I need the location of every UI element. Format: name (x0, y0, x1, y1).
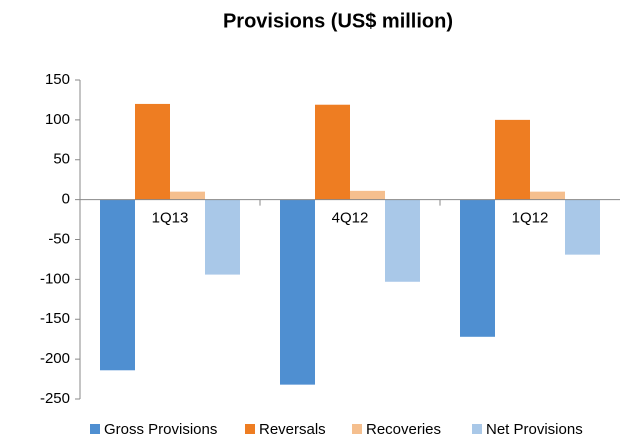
x-tick-label: 1Q13 (152, 210, 189, 227)
bar (565, 199, 600, 255)
bar (135, 103, 170, 200)
y-tick-label: -150 (40, 310, 70, 327)
y-tick-label: 50 (53, 151, 70, 168)
bar (460, 199, 495, 337)
y-tick-label: 100 (45, 111, 70, 128)
chart-title: Provisions (US$ million) (223, 10, 453, 32)
bar (100, 199, 135, 371)
bar (170, 191, 205, 200)
y-tick-label: -100 (40, 270, 70, 287)
legend-label: Recoveries (366, 421, 441, 438)
y-tick-label: 150 (45, 71, 70, 88)
bar (350, 190, 385, 200)
x-tick-label: 4Q12 (332, 210, 369, 227)
bar (385, 199, 420, 282)
legend-swatch (352, 424, 362, 434)
bar (280, 199, 315, 385)
legend-swatch (245, 424, 255, 434)
bar (315, 104, 350, 200)
bar (530, 191, 565, 200)
y-tick-label: -250 (40, 390, 70, 407)
bar (205, 199, 240, 275)
legend-swatch (90, 424, 100, 434)
legend-label: Gross Provisions (104, 421, 217, 438)
legend-label: Reversals (259, 421, 326, 438)
x-tick-label: 1Q12 (512, 210, 549, 227)
y-tick-label: 0 (62, 191, 70, 208)
bar (495, 119, 530, 200)
legend-swatch (472, 424, 482, 434)
y-tick-label: -50 (48, 230, 70, 247)
legend-label: Net Provisions (486, 421, 583, 438)
y-tick-label: -200 (40, 350, 70, 367)
